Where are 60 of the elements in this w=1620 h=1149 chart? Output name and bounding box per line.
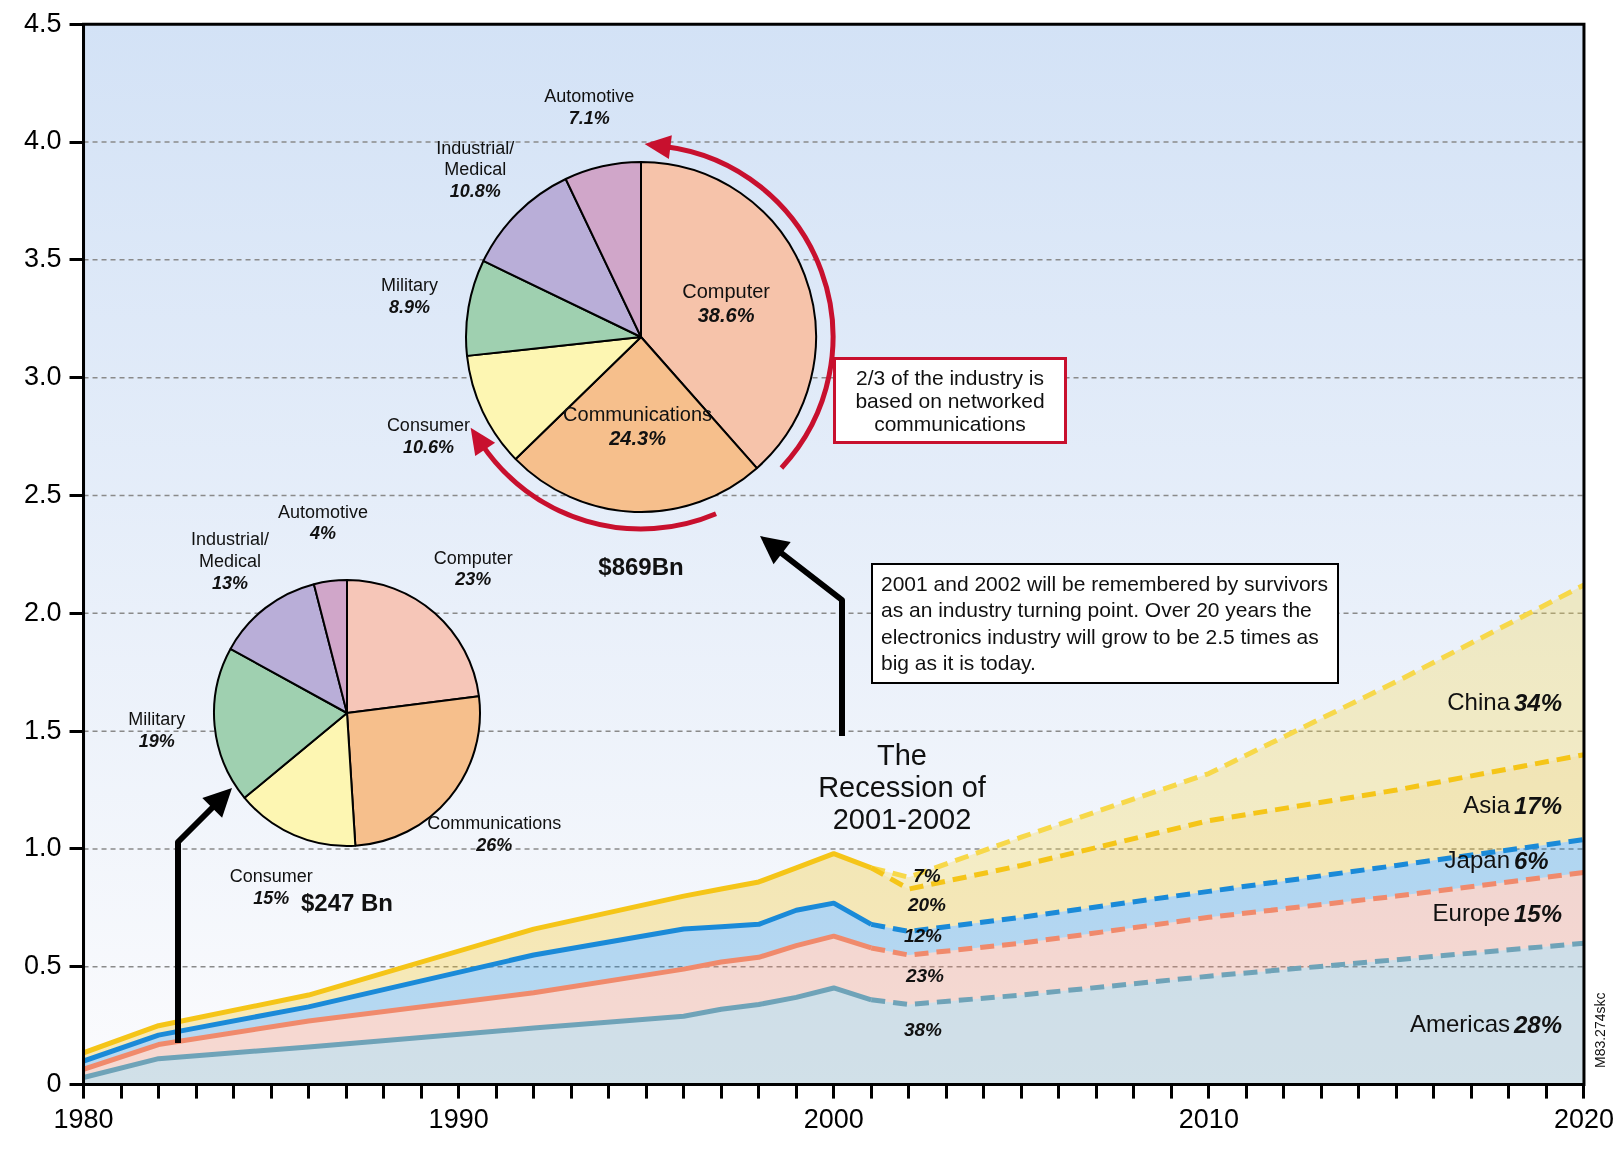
slice-label: Automotive (544, 85, 635, 106)
annotation: 23% (904, 965, 945, 987)
annotation: 34% (1514, 688, 1563, 718)
slice-label: Industrial/Medical (436, 137, 515, 180)
y-tick-label: 4.5 (23, 7, 62, 38)
data-label: 10.8% (449, 181, 501, 202)
data-label: 19% (138, 730, 175, 751)
y-tick-label: 2.0 (23, 596, 62, 627)
annotation: 2/3 of the industry is based on networked communications (833, 357, 1067, 445)
slice-label: Consumer (229, 866, 313, 887)
series-label: Asia (1463, 791, 1510, 819)
annotation: 7% (912, 865, 942, 887)
data-label: 4% (309, 523, 337, 544)
data-label: 24.3% (608, 427, 667, 450)
data-label: 23% (454, 569, 492, 590)
slice-label: Computer (682, 280, 771, 303)
annotation: 2001 and 2002 will be remembered by survivors as an industry turning point. Over 20 years the electronics industry will grow to be 2.5 times as big as it is today. (871, 563, 1339, 684)
slice-label: Computer (433, 547, 513, 568)
data-label: 26% (475, 834, 513, 855)
x-tick-label: 2020 (1553, 1104, 1615, 1135)
series-label: Europe (1432, 899, 1510, 927)
annotation: 17% (1514, 791, 1563, 821)
annotation: 12% (903, 925, 943, 947)
data-label: 38.6% (697, 304, 755, 327)
slice-label: Military (128, 709, 186, 730)
slice-label: Automotive (278, 501, 369, 522)
series-label: China (1447, 688, 1510, 716)
text: $869Bn (598, 552, 684, 580)
data-label: 7.1% (568, 107, 610, 128)
annotation: The Recession of 2001-2002 (817, 739, 987, 836)
y-tick-label: 4.0 (23, 125, 62, 156)
text: $247 Bn (300, 888, 394, 916)
slice-label: Military (380, 275, 438, 296)
text: M83.274skc (1592, 992, 1609, 1068)
annotation: 15% (1514, 899, 1563, 929)
annotation: 6% (1514, 846, 1549, 876)
y-tick-label: 0.5 (23, 950, 62, 981)
x-tick-label: 2010 (1178, 1104, 1239, 1135)
data-label: 8.9% (388, 296, 430, 317)
annotation: 28% (1514, 1010, 1563, 1040)
slice-label: Consumer (386, 415, 470, 436)
y-tick-label: 2.5 (23, 478, 62, 509)
data-label: 15% (253, 888, 290, 909)
annotation: 20% (906, 894, 947, 916)
y-tick-label: 0 (46, 1068, 62, 1099)
annotation: 38% (903, 1019, 943, 1041)
y-tick-label: 3.5 (23, 243, 62, 274)
x-tick-label: 1980 (53, 1104, 114, 1135)
slice-label: Communications (563, 403, 713, 426)
series-label: Japan (1444, 846, 1510, 874)
y-tick-label: 1.5 (23, 714, 62, 745)
series-label: Americas (1409, 1010, 1510, 1038)
data-label: 10.6% (402, 436, 454, 457)
x-tick-label: 2000 (803, 1104, 864, 1135)
slice-label: Communications (427, 812, 562, 833)
data-label: 13% (211, 572, 248, 593)
y-tick-label: 3.0 (23, 361, 62, 392)
y-tick-label: 1.0 (23, 832, 62, 863)
slice-label: Industrial/Medical (190, 529, 269, 572)
x-tick-label: 1990 (428, 1104, 489, 1135)
